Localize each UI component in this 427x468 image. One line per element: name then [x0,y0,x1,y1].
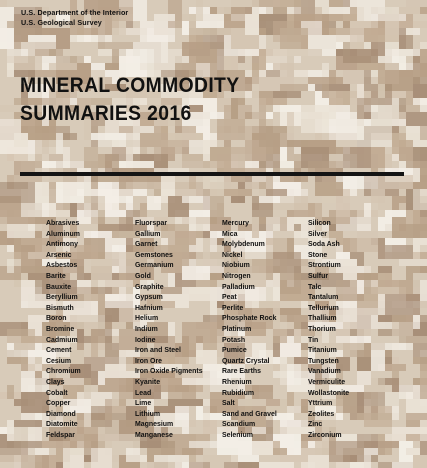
commodity-name: Bismuth [46,302,74,312]
commodity-name: Gypsum [135,292,163,302]
commodity-name: Sand and Gravel [222,408,277,418]
commodity-name: Sulfur [308,270,329,280]
commodity-name: Tin [308,334,319,344]
commodity-name: Cobalt [46,387,68,397]
commodity-name: Lime [135,398,152,408]
commodity-name: Niobium [222,260,250,270]
commodity-name: Iron and Steel [135,345,181,355]
commodity-name: Manganese [135,429,173,439]
commodity-column: Silicon Silver Soda Ash Stone Strontium Sulfu… [308,218,398,440]
commodity-name: Diamond [46,408,76,418]
commodity-name: Salt [222,398,235,408]
commodity-name: Hafnium [135,302,163,312]
commodity-name: Gallium [135,228,161,238]
commodity-name: Diatomite [46,419,78,429]
commodity-name: Gold [135,270,151,280]
commodity-name: Cadmium [46,334,78,344]
commodity-name: Wollastonite [308,387,350,397]
commodity-name: Lead [135,387,152,397]
commodity-name: Nickel [222,249,243,259]
commodity-name: Iodine [135,334,156,344]
commodity-name: Mica [222,228,238,238]
commodity-name: Silver [308,228,327,238]
commodity-name: Bromine [46,323,75,333]
commodity-name: Quartz Crystal [222,355,270,365]
commodity-name: Thallium [308,313,337,323]
commodity-column: Abrasives Aluminum Antimony Arsenic Asbestos… [46,218,135,440]
commodity-name: Chromium [46,366,81,376]
commodity-name: Yttrium [308,398,333,408]
commodity-name: Antimony [46,239,79,249]
commodity-name: Silicon [308,218,331,227]
commodity-name: Talc [308,281,322,291]
commodity-name: Helium [135,313,159,323]
department-name: U.S. Department of the Interior [21,8,129,17]
commodity-name: Bauxite [46,281,72,291]
commodity-name: Strontium [308,260,341,270]
commodity-name: Cesium [46,355,72,365]
commodity-name: Rubidium [222,387,255,397]
commodity-name: Nitrogen [222,270,251,280]
commodity-name: Barite [46,270,66,280]
survey-name: U.S. Geological Survey [21,18,102,27]
commodity-name: Zinc [308,419,323,429]
commodity-name: Beryllium [46,292,78,302]
commodity-name: Gemstones [135,249,173,259]
commodity-name: Aluminum [46,228,80,238]
title-divider [20,172,404,176]
commodity-name: Iron Ore [135,355,163,365]
commodity-name: Germanium [135,260,174,270]
commodity-name: Peat [222,292,237,302]
commodity-name: Potash [222,334,246,344]
commodity-name: Vermiculite [308,376,346,386]
commodity-name: Clays [46,376,65,386]
commodity-name: Palladium [222,281,255,291]
commodity-name: Abrasives [46,218,80,227]
commodity-name: Selenium [222,429,253,439]
commodity-name: Feldspar [46,429,75,439]
commodity-name: Cement [46,345,72,355]
commodity-name: Fluorspar [135,218,168,227]
report-title: MINERAL COMMODITY SUMMARIES 2016 [20,72,239,128]
commodity-name: Kyanite [135,376,161,386]
title-line-2: SUMMARIES 2016 [20,102,192,125]
commodity-name: Perlite [222,302,244,312]
commodity-name: Thorium [308,323,336,333]
commodity-name: Magnesium [135,419,174,429]
commodity-name: Tungsten [308,355,339,365]
commodity-name: Asbestos [46,260,78,270]
commodity-name: Garnet [135,239,158,249]
commodity-name: Iron Oxide Pigments [135,366,203,376]
commodity-name: Indium [135,323,158,333]
commodity-name: Rare Earths [222,366,262,376]
commodity-list: Abrasives Aluminum Antimony Arsenic Asbestos… [46,218,398,440]
commodity-name: Zirconium [308,429,342,439]
commodity-name: Platinum [222,323,252,333]
commodity-name: Stone [308,249,328,259]
commodity-name: Tantalum [308,292,339,302]
commodity-name: Scandium [222,419,256,429]
commodity-name: Molybdenum [222,239,265,249]
commodity-name: Lithium [135,408,161,418]
commodity-name: Pumice [222,345,247,355]
commodity-name: Mercury [222,218,250,227]
commodity-column: Fluorspar Gallium Garnet Gemstones Germanium… [135,218,222,440]
commodity-name: Boron [46,313,67,323]
commodity-name: Zeolites [308,408,335,418]
commodity-name: Titanium [308,345,337,355]
title-line-1: MINERAL COMMODITY [20,74,240,97]
commodity-name: Vanadium [308,366,341,376]
agency-block: U.S. Department of the Interior U.S. Geo… [21,8,128,28]
commodity-name: Soda Ash [308,239,340,249]
commodity-name: Rhenium [222,376,252,386]
commodity-name: Phosphate Rock [222,313,277,323]
commodity-name: Arsenic [46,249,72,259]
commodity-name: Copper [46,398,71,408]
commodity-column: Mercury Mica Molybdenum Nickel Niobium Nitrog… [222,218,308,440]
commodity-name: Graphite [135,281,164,291]
commodity-name: Tellurium [308,302,339,312]
